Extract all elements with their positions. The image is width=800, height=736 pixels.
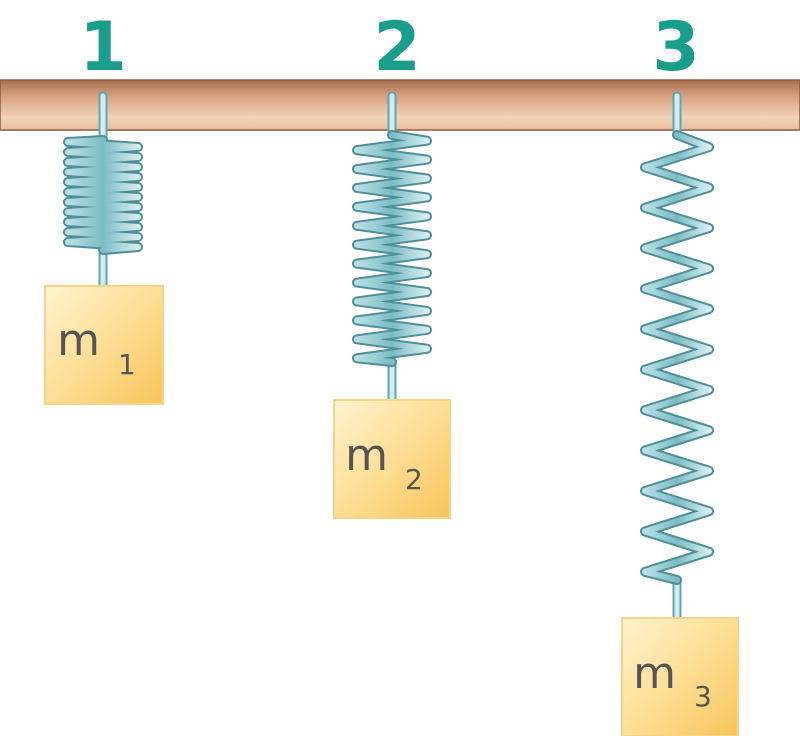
mass-3-subscript: 3: [694, 680, 712, 713]
svg-text:m: m: [633, 648, 676, 699]
svg-text:1: 1: [118, 348, 136, 381]
mass-block-1: m 1: [44, 285, 164, 405]
mass-1-label: m: [57, 315, 100, 366]
spring-2: 2 m 2: [333, 8, 451, 519]
spring-3-number: 3: [652, 8, 699, 87]
mass-2-subscript: 2: [405, 463, 423, 496]
mass-3-label: m: [633, 648, 676, 699]
spring-2-number: 2: [373, 8, 420, 87]
spring-1-number: 1: [79, 8, 126, 87]
svg-text:m: m: [345, 430, 388, 481]
svg-text:3: 3: [694, 680, 712, 713]
mass-block-2: m 2: [333, 399, 451, 519]
mass-1-subscript: 1: [118, 348, 136, 381]
svg-text:m: m: [57, 315, 100, 366]
spring-3-coil: [640, 91, 714, 625]
spring-1: 1 m 1: [44, 8, 164, 405]
support-bar: [0, 79, 800, 131]
mass-block-3: m 3: [621, 617, 739, 736]
spring-1-coil: [63, 91, 143, 293]
svg-text:2: 2: [405, 463, 423, 496]
spring-3: 3 m 3: [621, 8, 739, 736]
mass-2-label: m: [345, 430, 388, 481]
spring-2-coil: [352, 91, 432, 407]
